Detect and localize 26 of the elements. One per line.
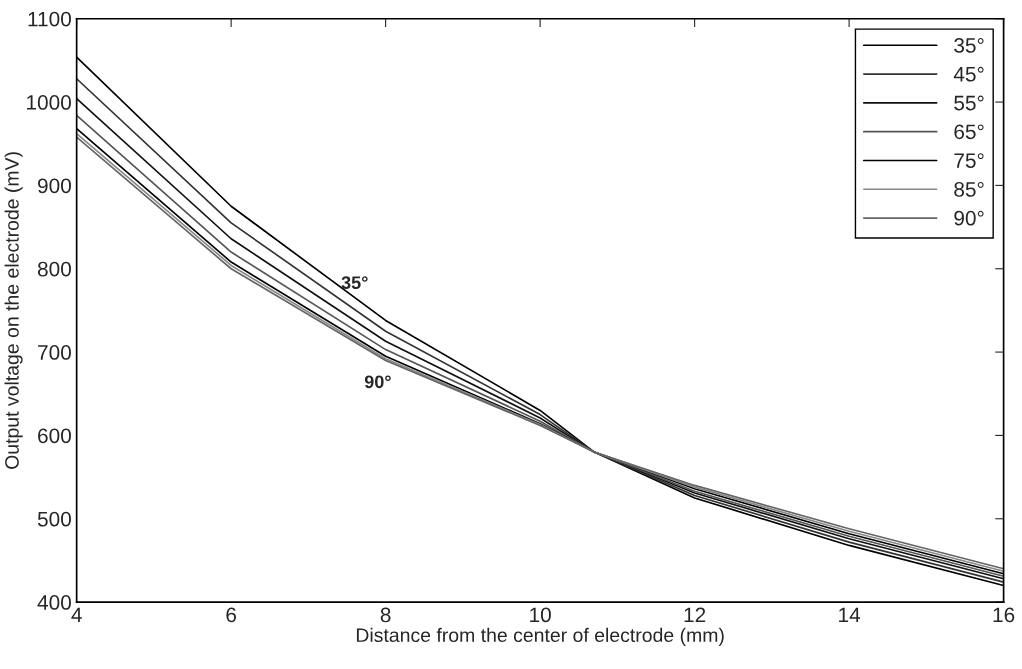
legend-label: 65° [954, 124, 984, 140]
x-tick-label: 8 [380, 607, 391, 623]
y-tick-label: 700 [38, 345, 71, 360]
legend-label: 90° [954, 210, 984, 226]
y-tick-label: 1100 [28, 11, 71, 27]
legend-label: 35° [954, 38, 984, 53]
x-tick-label: 6 [226, 607, 237, 623]
y-tick-label: 400 [37, 595, 71, 610]
legend-label: 85° [954, 182, 984, 197]
legend-label: 75° [954, 153, 984, 168]
y-tick-label: 800 [37, 261, 71, 277]
x-tick-label: 4 [71, 607, 82, 623]
legend-label: 55° [954, 95, 984, 111]
annotation: 90° [364, 375, 391, 389]
x-axis-title: Distance from the center of electrode (mm) [356, 627, 724, 646]
y-tick-label: 600 [38, 428, 71, 444]
y-tick-label: 500 [37, 511, 71, 527]
y-tick-label: 900 [38, 178, 71, 194]
y-axis-title: Output voltage on the electrode (mV) [4, 152, 23, 469]
x-tick-label: 10 [530, 607, 551, 623]
annotation: 35° [341, 276, 368, 290]
x-tick-label: 16 [993, 607, 1015, 623]
x-tick-label: 14 [839, 607, 861, 623]
y-tick-label: 1000 [27, 95, 71, 110]
x-tick-label: 12 [684, 607, 706, 623]
legend-label: 45° [953, 66, 984, 82]
